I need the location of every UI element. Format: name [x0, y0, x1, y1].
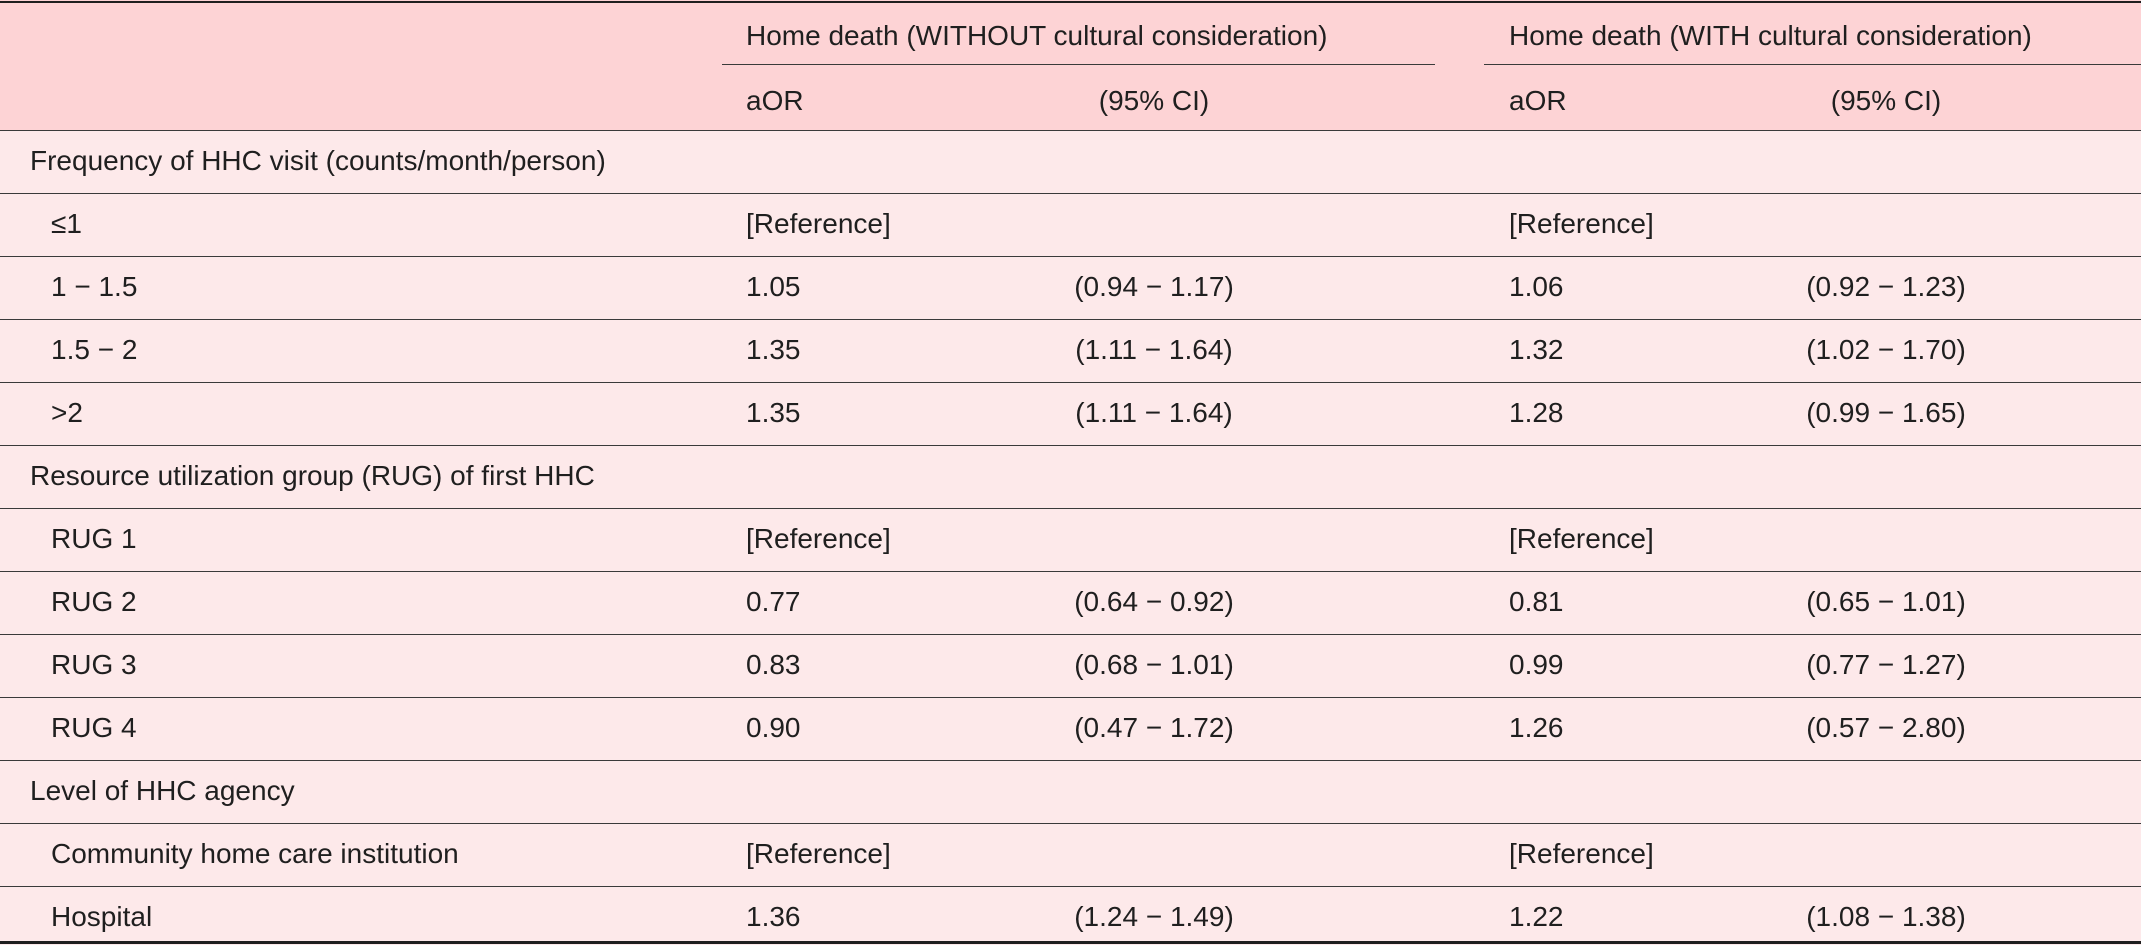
- section-label: Frequency of HHC visit (counts/month/per…: [30, 145, 606, 176]
- cell-ci-with: (1.08 − 1.38): [1806, 901, 1966, 932]
- cell-aor-with: 1.06: [1509, 271, 1564, 302]
- cell-aor-without: 1.36: [746, 901, 801, 932]
- row-divider: [0, 571, 2141, 572]
- cell-aor-with: 1.26: [1509, 712, 1564, 743]
- cell-aor-without: [Reference]: [746, 838, 891, 869]
- row-divider: [0, 193, 2141, 194]
- header-group-with-rule: [1484, 64, 2141, 65]
- header-group-without-rule: [722, 64, 1435, 65]
- cell-ci-with: (0.77 − 1.27): [1806, 649, 1966, 680]
- header-aor-without: aOR: [746, 85, 804, 116]
- cell-aor-without: [Reference]: [746, 523, 891, 554]
- row-divider: [0, 382, 2141, 383]
- cell-label: RUG 1: [51, 523, 137, 554]
- header-group-without: Home death (WITHOUT cultural considerati…: [746, 20, 1328, 51]
- cell-label: Community home care institution: [51, 838, 459, 869]
- row-divider: [0, 256, 2141, 257]
- cell-label: >2: [51, 397, 83, 428]
- cell-ci-with: (0.99 − 1.65): [1806, 397, 1966, 428]
- cell-label: RUG 3: [51, 649, 137, 680]
- cell-label: Hospital: [51, 901, 153, 932]
- cell-ci-without: (0.47 − 1.72): [1074, 712, 1234, 743]
- cell-ci-without: (0.64 − 0.92): [1074, 586, 1234, 617]
- row-divider: [0, 760, 2141, 761]
- cell-aor-without: 1.05: [746, 271, 801, 302]
- cell-label: 1 − 1.5: [51, 271, 138, 302]
- cell-label: 1.5 − 2: [51, 334, 138, 365]
- cell-ci-without: (0.68 − 1.01): [1074, 649, 1234, 680]
- row-divider: [0, 823, 2141, 824]
- cell-ci-without: (1.24 − 1.49): [1074, 901, 1234, 932]
- cell-aor-with: 0.81: [1509, 586, 1564, 617]
- table-top-rule: [0, 1, 2141, 3]
- row-divider: [0, 319, 2141, 320]
- header-aor-with: aOR: [1509, 85, 1567, 116]
- header-ci-without: (95% CI): [1098, 85, 1210, 116]
- cell-label: ≤1: [51, 208, 82, 239]
- cell-aor-with: [Reference]: [1509, 523, 1654, 554]
- cell-aor-with: 1.22: [1509, 901, 1564, 932]
- row-divider: [0, 445, 2141, 446]
- cell-ci-without: (1.11 − 1.64): [1075, 334, 1233, 365]
- header-ci-with: (95% CI): [1830, 85, 1942, 116]
- cell-label: RUG 4: [51, 712, 137, 743]
- table-bottom-rule: [0, 941, 2141, 944]
- cell-aor-with: 1.28: [1509, 397, 1564, 428]
- row-divider: [0, 634, 2141, 635]
- cell-ci-without: (1.11 − 1.64): [1075, 397, 1233, 428]
- table-header-background: [0, 0, 2141, 130]
- cell-aor-without: 0.77: [746, 586, 801, 617]
- cell-aor-with: [Reference]: [1509, 208, 1654, 239]
- cell-ci-with: (0.65 − 1.01): [1806, 586, 1966, 617]
- cell-ci-with: (0.92 − 1.23): [1806, 271, 1966, 302]
- header-bottom-rule: [0, 130, 2141, 131]
- header-group-with: Home death (WITH cultural consideration): [1509, 20, 2032, 51]
- row-divider: [0, 508, 2141, 509]
- row-divider: [0, 886, 2141, 887]
- cell-ci-without: (0.94 − 1.17): [1074, 271, 1234, 302]
- cell-label: RUG 2: [51, 586, 137, 617]
- cell-aor-without: 0.90: [746, 712, 801, 743]
- section-label: Level of HHC agency: [30, 775, 295, 806]
- row-divider: [0, 697, 2141, 698]
- cell-aor-without: [Reference]: [746, 208, 891, 239]
- cell-aor-with: 1.32: [1509, 334, 1564, 365]
- cell-ci-with: (0.57 − 2.80): [1806, 712, 1966, 743]
- cell-aor-without: 0.83: [746, 649, 801, 680]
- cell-aor-without: 1.35: [746, 334, 801, 365]
- cell-aor-with: 0.99: [1509, 649, 1564, 680]
- section-label: Resource utilization group (RUG) of firs…: [30, 460, 595, 491]
- cell-aor-with: [Reference]: [1509, 838, 1654, 869]
- cell-aor-without: 1.35: [746, 397, 801, 428]
- cell-ci-with: (1.02 − 1.70): [1806, 334, 1966, 365]
